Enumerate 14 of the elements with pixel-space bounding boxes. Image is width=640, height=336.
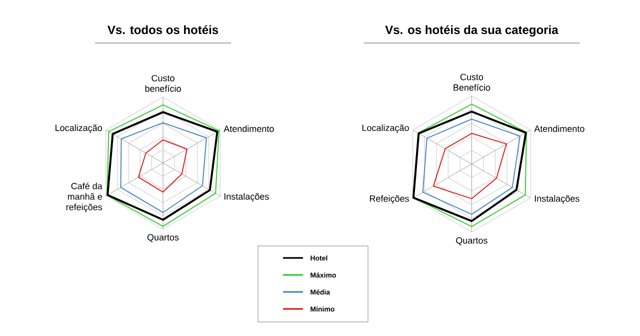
spoke-label: Custo Benefício (454, 74, 490, 91)
chart-title: Vs. todos os hotéis (108, 25, 218, 34)
spoke-label: Instalações (224, 193, 269, 202)
spoke-label: Quartos (147, 234, 179, 242)
spoke-label: Custo benefício (145, 74, 181, 92)
spoke-label: Quartos (456, 237, 488, 246)
spoke-label: Atendimento (224, 125, 274, 132)
spoke-label: Refeições (370, 195, 409, 204)
chart-title: Vs. os hotéis da sua categoria (385, 25, 558, 37)
spoke-label: Café da manhã e refeições (66, 182, 102, 212)
spoke-label: Instalações (534, 195, 580, 204)
spoke-label: Localização (56, 124, 102, 133)
spoke-label: Atendimento (534, 125, 584, 132)
spoke-label: Localização (362, 124, 409, 133)
